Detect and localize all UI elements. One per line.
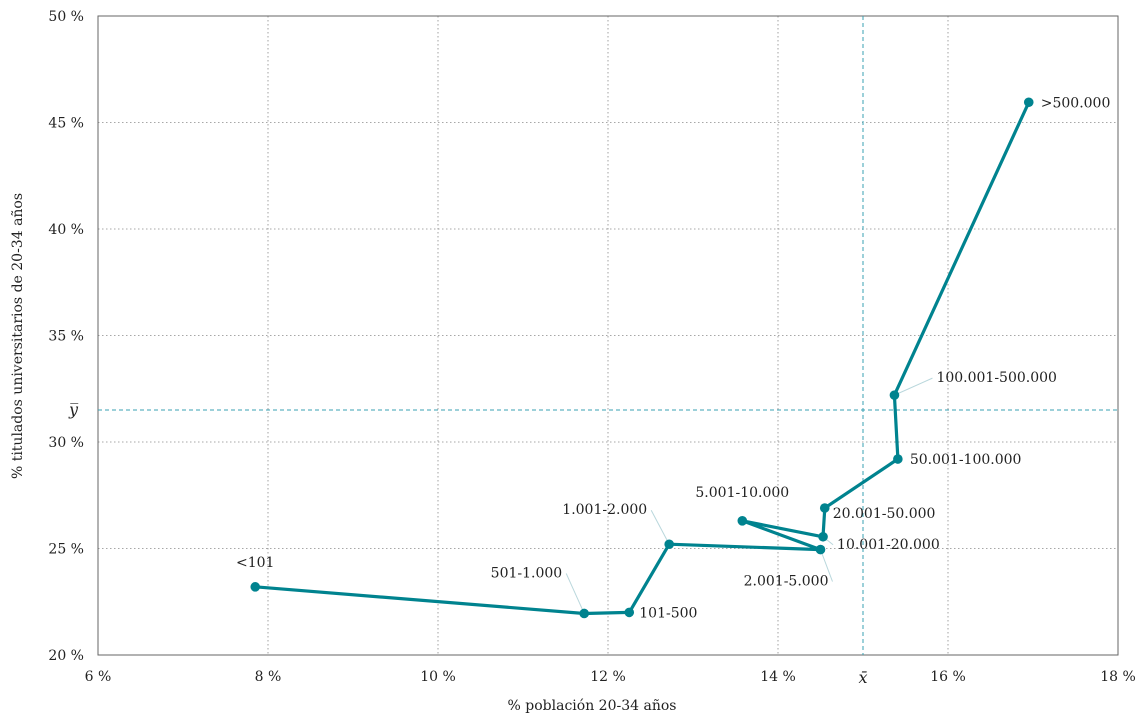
x-mean-label: x̄ — [858, 668, 867, 687]
data-point — [664, 539, 674, 550]
point-label: 5.001-10.000 — [695, 485, 789, 501]
point-label: 2.001-5.000 — [744, 574, 829, 590]
y-tick-label: 35 % — [48, 329, 84, 345]
point-label: 501-1.000 — [491, 565, 563, 581]
point-label: >500.000 — [1041, 95, 1111, 111]
y-tick-label: 50 % — [48, 9, 84, 25]
data-point — [815, 544, 826, 555]
x-tick-label: 18 % — [1100, 669, 1136, 685]
label-leader — [565, 573, 585, 614]
point-label: <101 — [236, 555, 274, 571]
label-leader — [650, 510, 670, 545]
y-tick-label: 45 % — [48, 116, 84, 132]
data-point — [737, 516, 748, 526]
mean-lines: x̄ y̅ — [68, 16, 1118, 687]
data-point — [818, 531, 828, 542]
x-tick-label: 10 % — [420, 669, 456, 685]
point-label: 50.001-100.000 — [910, 452, 1022, 468]
x-tick-label: 12 % — [590, 669, 626, 685]
x-tick-label: 6 % — [85, 669, 112, 685]
y-tick-label: 20 % — [48, 648, 84, 664]
data-point — [819, 503, 830, 513]
point-label: 20.001-50.000 — [833, 506, 936, 522]
data-point — [893, 454, 903, 464]
data-point — [579, 608, 589, 619]
data-point — [889, 390, 900, 400]
label-leaders — [565, 377, 933, 614]
point-label: 10.001-20.000 — [837, 537, 940, 553]
label-leader — [820, 549, 833, 582]
data-point — [624, 607, 635, 618]
tick-labels: 6 % 8 % 10 % 12 % 14 % 16 % 18 % 20 % 25 % 30 % 35… — [48, 9, 1135, 685]
y-tick-label: 40 % — [48, 222, 84, 238]
point-label: 1.001-2.000 — [562, 502, 647, 518]
x-tick-label: 8 % — [255, 669, 282, 685]
y-tick-label: 30 % — [48, 435, 84, 451]
point-label: 101-500 — [639, 605, 697, 621]
point-labels: <101 501-1.000 101-500 1.001-2.000 2.001-5.0… — [236, 95, 1110, 621]
series-layer — [250, 97, 1034, 619]
x-tick-label: 14 % — [760, 669, 796, 685]
y-tick-label: 25 % — [48, 542, 84, 558]
plot-frame — [97, 15, 1119, 656]
x-tick-label: 16 % — [930, 669, 966, 685]
y-mean-label: y̅ — [68, 400, 79, 419]
y-axis-title: % titulados universitarios de 20-34 años — [10, 193, 26, 479]
data-point — [1023, 97, 1034, 108]
label-leader — [894, 377, 933, 396]
data-point — [250, 582, 261, 592]
point-label: 100.001-500.000 — [936, 370, 1057, 386]
x-axis-title: % población 20-34 años — [508, 698, 677, 714]
